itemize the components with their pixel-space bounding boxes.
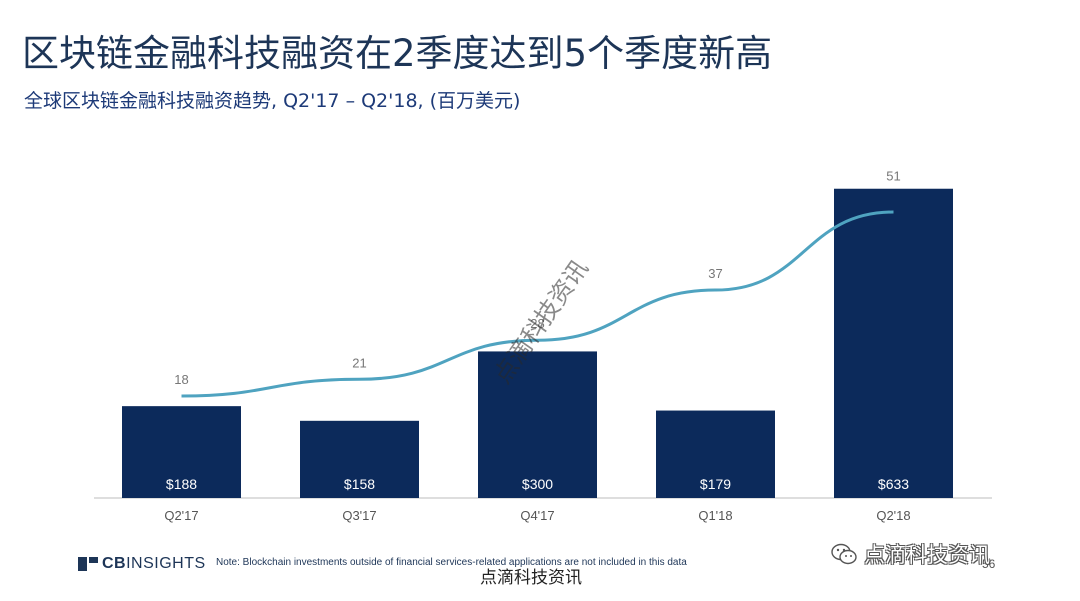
page-number: 56 xyxy=(982,557,996,571)
deal-count-line xyxy=(181,210,894,398)
line-value-label: 51 xyxy=(886,169,900,184)
bar-0 xyxy=(122,406,241,498)
line-value-label: 21 xyxy=(352,355,366,370)
bar-value-label: $188 xyxy=(166,476,197,492)
line-value-label: 28 xyxy=(530,316,544,331)
cbinsights-logo-icon xyxy=(78,557,98,571)
bar-value-label: $158 xyxy=(344,476,375,492)
bar-1 xyxy=(300,420,419,498)
x-tick-label: Q3'17 xyxy=(342,508,376,523)
x-tick-label: Q1'18 xyxy=(698,508,732,523)
bar-value-label: $179 xyxy=(700,476,731,492)
x-tick-label: Q4'17 xyxy=(520,508,554,523)
bar-value-label: $633 xyxy=(878,476,909,492)
bar-2 xyxy=(478,351,597,498)
x-tick-label: Q2'17 xyxy=(164,508,198,523)
bottom-watermark: 点滴科技资讯 xyxy=(480,568,582,588)
bar-value-label: $300 xyxy=(522,476,553,492)
brand-watermark-text: 点滴科技资讯 xyxy=(864,543,990,567)
bar-3 xyxy=(656,410,775,498)
footer-note: Note: Blockchain investments outside of … xyxy=(216,557,687,568)
bar-4 xyxy=(834,188,953,498)
brand-watermark: 点滴科技资讯 xyxy=(830,540,1070,568)
wechat-icon xyxy=(831,543,857,565)
slide-subtitle: 全球区块链金融科技融资趋势, Q2'17 – Q2'18, (百万美元) xyxy=(24,90,521,112)
cbinsights-logo-text: CBINSIGHTS xyxy=(102,555,206,572)
slide-title: 区块链金融科技融资在2季度达到5个季度新高 xyxy=(22,32,773,75)
cbinsights-logo: CBINSIGHTS xyxy=(78,554,206,574)
line-value-label: 37 xyxy=(708,266,722,281)
x-tick-label: Q2'18 xyxy=(876,508,910,523)
line-value-label: 18 xyxy=(174,372,188,387)
